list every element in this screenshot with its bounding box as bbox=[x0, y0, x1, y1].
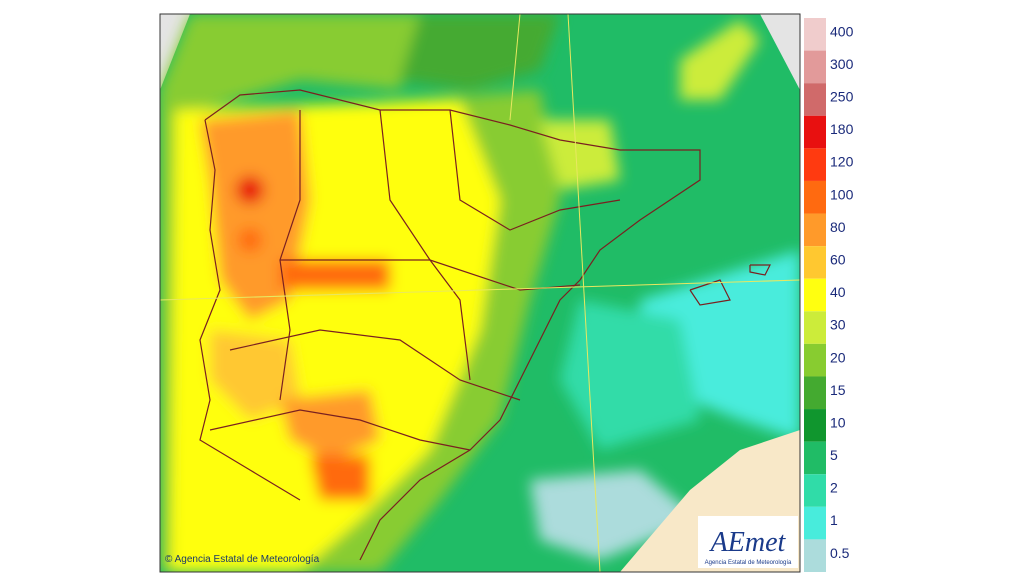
legend-label: 5 bbox=[830, 447, 838, 463]
logo-title: AEmet bbox=[709, 527, 787, 558]
legend-swatch bbox=[804, 180, 826, 214]
logo: AEmet Agencia Estatal de Meteorología bbox=[698, 516, 798, 568]
borders bbox=[199, 89, 771, 561]
legend-swatch bbox=[804, 343, 826, 377]
legend-label: 10 bbox=[830, 414, 846, 430]
legend-label: 40 bbox=[830, 284, 846, 300]
legend-swatch bbox=[804, 213, 826, 247]
legend-swatch bbox=[804, 539, 826, 572]
legend-swatch bbox=[804, 409, 826, 442]
legend-label: 15 bbox=[830, 382, 846, 398]
legend-swatch bbox=[804, 18, 826, 51]
legend-swatch bbox=[804, 311, 826, 344]
legend-label: 0.5 bbox=[830, 545, 850, 561]
legend-swatch bbox=[804, 115, 826, 149]
legend-label: 120 bbox=[830, 154, 854, 170]
legend-label: 20 bbox=[830, 349, 846, 365]
legend-swatch bbox=[804, 506, 826, 540]
legend-label: 300 bbox=[830, 56, 854, 72]
copyright-text: Agencia Estatal de Meteorología bbox=[175, 554, 320, 565]
legend-swatch bbox=[804, 148, 826, 181]
legend-label: 1 bbox=[830, 512, 838, 528]
legend-swatch bbox=[804, 83, 826, 116]
legend-label: 400 bbox=[830, 23, 854, 39]
legend-label: 80 bbox=[830, 219, 846, 235]
precipitation-map: AEmet Agencia Estatal de Meteorología © … bbox=[160, 14, 800, 572]
legend-swatch bbox=[804, 246, 826, 279]
legend-label: 60 bbox=[830, 251, 846, 267]
map-frame bbox=[159, 13, 801, 573]
legend-label: 250 bbox=[830, 89, 854, 105]
copyright: © Agencia Estatal de Meteorología bbox=[165, 554, 320, 565]
legend-swatch bbox=[804, 474, 826, 507]
legend-label: 100 bbox=[830, 186, 854, 202]
legend-label: 2 bbox=[830, 480, 838, 496]
legend-swatch bbox=[804, 278, 826, 312]
field-blobs bbox=[160, 14, 800, 572]
legend-swatch bbox=[804, 50, 826, 84]
logo-subtitle: Agencia Estatal de Meteorología bbox=[705, 560, 792, 566]
legend-label: 180 bbox=[830, 121, 854, 137]
legend-label: 30 bbox=[830, 317, 846, 333]
legend-swatch bbox=[804, 441, 826, 475]
legend-swatch bbox=[804, 376, 826, 410]
legend: 400 300 250 180 120 100 80 60 40 30 20 15 10 5 2 1 0.5 bbox=[804, 18, 854, 572]
graticule bbox=[160, 14, 800, 572]
